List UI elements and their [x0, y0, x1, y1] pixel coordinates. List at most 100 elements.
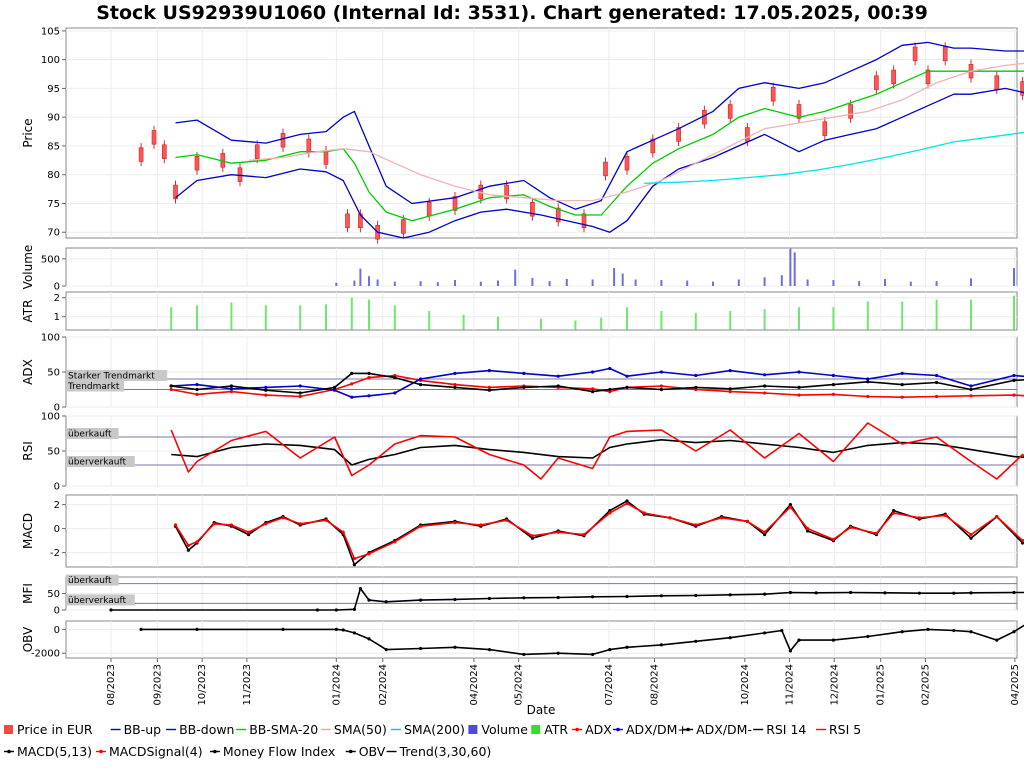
volume-bar-27 [806, 279, 809, 286]
macd-5-13-point-28 [763, 533, 767, 537]
price-in-eur-candle-14 [401, 219, 406, 234]
adx-dm-point-0 [169, 384, 173, 388]
legend-item-3-label: BB-SMA-20 [249, 722, 318, 737]
adx-dm-point-7 [367, 394, 371, 398]
adx-dm-point-20 [763, 384, 767, 388]
adx-dm-point-24 [900, 383, 904, 387]
adx-dm-line [171, 372, 1024, 394]
price-in-eur-candle-9 [306, 138, 312, 154]
adx-dm-point-5 [333, 385, 337, 389]
macd-5-13-point-5 [247, 533, 251, 537]
series-volume [335, 248, 1015, 286]
macdsignal-4-point-2 [195, 540, 199, 544]
price-ytick-label-6: 100 [41, 55, 60, 66]
price-in-eur-candle-30 [796, 104, 802, 119]
volume-bar-3 [368, 276, 370, 286]
volume-bar-14 [565, 278, 568, 286]
macdsignal-4-point-17 [505, 518, 509, 522]
atr-bar-8 [393, 305, 396, 330]
series-sma-50 [248, 62, 1024, 202]
price-in-eur-candle-15 [426, 202, 432, 217]
obv-point-8 [419, 646, 423, 651]
money-flow-index-point-25 [1012, 590, 1016, 595]
volume-bar-18 [634, 279, 637, 286]
atr-bar-4 [299, 305, 302, 330]
x-tick-label-8: 07/2024 [604, 664, 615, 706]
macdsignal-4-point-22 [625, 501, 629, 505]
macdsignal-4-point-14 [419, 524, 423, 528]
adx-dm-point-4 [298, 391, 302, 395]
obv-frame [65, 620, 1018, 659]
atr-ytick-label-1: 2 [54, 293, 60, 304]
adx-zone-label-1: Trendmarkt [67, 382, 120, 392]
obv-point-25 [900, 630, 904, 634]
macd-5-13-point-29 [788, 503, 793, 507]
adx-dm-point-27 [1012, 373, 1016, 378]
volume-bar-19 [660, 280, 663, 286]
macdsignal-4-point-15 [453, 521, 457, 525]
macdsignal-4-point-18 [530, 534, 535, 538]
series-macdsignal-4 [173, 501, 1024, 561]
x-tick-label-6: 04/2024 [469, 664, 480, 706]
atr-bar-24 [935, 299, 938, 330]
money-flow-index-point-17 [763, 592, 767, 596]
macd-5-13-point-11 [352, 563, 356, 567]
legend-item-8-dot [575, 727, 579, 732]
atr-bar-14 [600, 317, 603, 330]
macdsignal-4-point-4 [229, 523, 233, 527]
adx-point-21 [797, 393, 801, 397]
obv-point-19 [763, 631, 767, 635]
series-price-in-eur [138, 42, 1024, 244]
price-in-eur-candle-18 [504, 184, 509, 200]
x-tick-label-13: 01/2025 [876, 664, 887, 706]
adx-point-4 [298, 394, 302, 399]
mfi-ytick-label-1: 50 [47, 589, 60, 600]
adx-dm-point-8 [393, 391, 397, 395]
mfi-ylabel: MFI [21, 583, 35, 604]
adx-dm-point-15 [608, 366, 612, 371]
adx-dm-point-16 [625, 374, 629, 378]
macdsignal-4-point-5 [247, 530, 251, 534]
mfi-zone-box-0 [66, 574, 119, 586]
volume-bar-6 [419, 281, 422, 286]
series-atr [170, 295, 1015, 330]
macdsignal-4-point-3 [212, 522, 216, 526]
legend-item-17-label: Trend(3,30,60) [399, 744, 492, 759]
obv-point-5 [352, 631, 356, 635]
atr-bar-5 [325, 304, 327, 330]
adx-dm-point-11 [487, 388, 491, 392]
obv-point-7 [384, 648, 388, 652]
adx-point-26 [969, 394, 973, 398]
price-in-eur-candle-2 [162, 144, 167, 159]
price-in-eur-candle-29 [770, 86, 776, 102]
macdsignal-4-point-24 [668, 516, 672, 520]
rsi-zone-label-0: überkauft [68, 430, 112, 440]
legend-item-5-label: SMA(200) [404, 722, 465, 737]
adx-dm-point-22 [831, 383, 836, 387]
price-in-eur-candle-4 [194, 156, 200, 171]
money-flow-index-point-8 [453, 597, 457, 602]
adx-point-6 [350, 382, 354, 386]
price-ytick-label-1: 75 [47, 199, 60, 210]
price-ytick-label-3: 85 [47, 141, 60, 152]
volume-bar-9 [479, 281, 482, 286]
adx-dm-point-19 [728, 369, 732, 373]
adx-dm-point-21 [797, 385, 801, 389]
price-in-eur-candle-31 [822, 121, 828, 136]
x-tick-label-2: 10/2023 [197, 664, 208, 706]
atr-bar-7 [368, 299, 370, 330]
volume-bar-5 [393, 281, 396, 286]
legend-item-2-label: BB-down [179, 722, 234, 737]
money-flow-index-point-5 [367, 598, 371, 602]
obv-point-11 [522, 652, 526, 657]
price-in-eur-candle-40 [1020, 81, 1024, 96]
x-tick-label-7: 05/2024 [514, 664, 525, 706]
series-adx-dm [169, 371, 1024, 395]
obv-point-21 [788, 649, 793, 653]
macdsignal-4-point-38 [995, 515, 999, 519]
adx-dm-point-3 [264, 385, 268, 389]
money-flow-index-point-13 [625, 594, 629, 599]
volume-bar-34 [1013, 268, 1015, 286]
price-in-eur-candle-32 [848, 104, 853, 119]
money-flow-index-point-1 [315, 608, 319, 612]
